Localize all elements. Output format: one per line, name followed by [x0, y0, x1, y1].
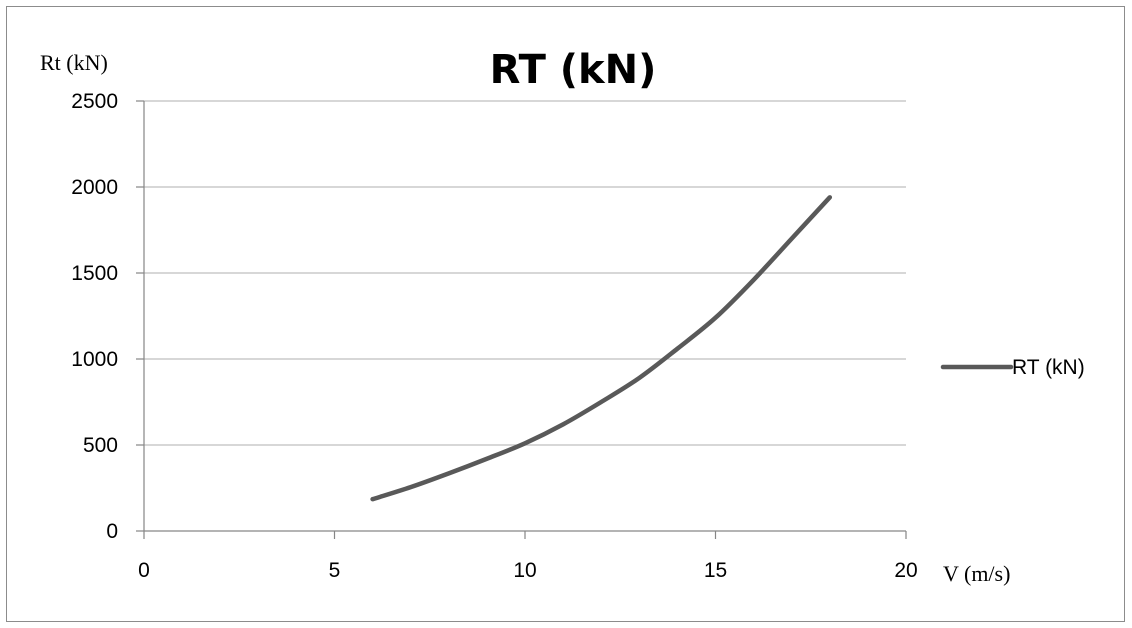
x-tick-label: 15 [704, 559, 727, 582]
y-tick-label: 2500 [71, 90, 118, 113]
y-axis-label: Rt (kN) [40, 50, 108, 75]
tick-labels: 0 500 1000 1500 2000 2500 0 5 10 15 20 [71, 90, 917, 582]
gridlines [144, 100, 906, 446]
line-chart: 0 500 1000 1500 2000 2500 0 5 10 15 20 RT (kN) Rt … [40, 47, 1085, 586]
series-line-rt [370, 195, 833, 502]
x-tick-label: 10 [513, 559, 536, 582]
y-tick-label: 500 [83, 434, 118, 457]
legend-label: RT (kN) [1012, 356, 1085, 379]
legend: RT (kN) [940, 356, 1085, 379]
chart-title: RT (kN) [490, 47, 657, 93]
y-tick-label: 2000 [71, 176, 118, 199]
x-tick-label: 5 [329, 559, 341, 582]
x-tick-label: 0 [138, 559, 150, 582]
chart-frame: 0 500 1000 1500 2000 2500 0 5 10 15 20 RT (kN) Rt … [6, 6, 1125, 622]
axes [136, 100, 907, 539]
x-axis-label: V (m/s) [943, 561, 1010, 586]
x-tick-label: 20 [894, 559, 917, 582]
y-tick-label: 1500 [71, 262, 118, 285]
series-layer [370, 195, 833, 502]
y-tick-label: 0 [106, 520, 118, 543]
y-tick-label: 1000 [71, 348, 118, 371]
